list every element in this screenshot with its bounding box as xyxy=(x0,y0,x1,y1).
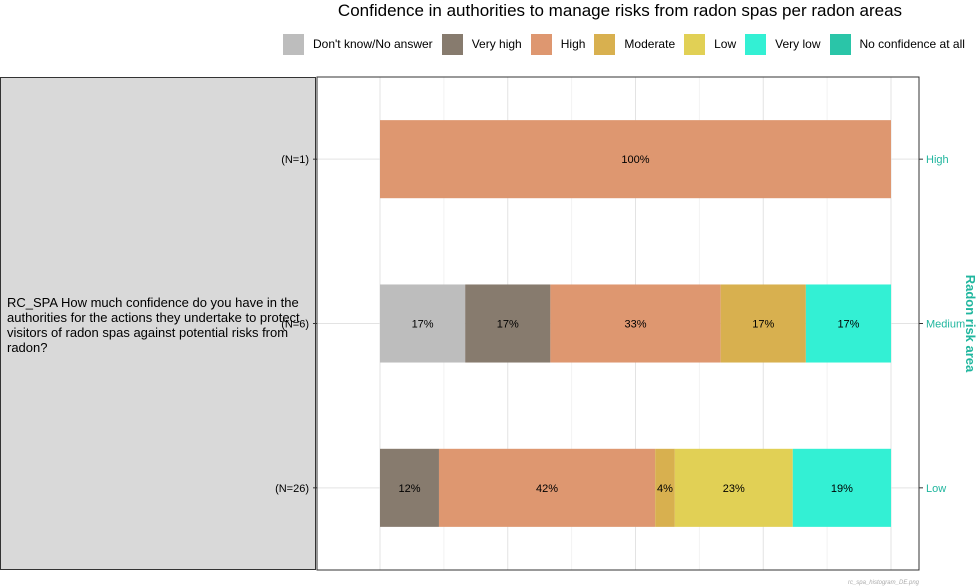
bar-segment-high xyxy=(438,448,656,527)
legend-item-don-t-know-no-answer: Don't know/No answer xyxy=(283,33,433,55)
legend-swatch xyxy=(829,33,851,55)
legend-item-very-high: Very high xyxy=(441,33,522,55)
data-label: 23% xyxy=(723,483,745,495)
data-label: 4% xyxy=(657,483,673,495)
data-label: 17% xyxy=(837,319,859,331)
left-tick-label: (N=26) xyxy=(275,483,309,495)
bar-segment-very-low xyxy=(792,448,892,527)
data-label: 100% xyxy=(621,154,649,166)
bar-segment-very-high xyxy=(465,284,551,363)
footer-filename: rc_spa_histogram_DE.png xyxy=(847,580,919,586)
data-label: 19% xyxy=(831,483,853,495)
bar-segment-low xyxy=(674,448,793,527)
legend-swatch xyxy=(745,33,767,55)
data-label: 17% xyxy=(412,319,434,331)
facet-strip: RC_SPA How much confidence do you have i… xyxy=(0,77,316,570)
legend-label: Very low xyxy=(775,37,821,51)
legend: Don't know/No answer Very high High Moderat… xyxy=(283,33,974,55)
legend-swatch xyxy=(594,33,616,55)
legend-item-high: High xyxy=(530,33,586,55)
legend-item-very-low: Very low xyxy=(745,33,821,55)
legend-item-no-confidence-at-all: No confidence at all xyxy=(829,33,965,55)
legend-swatch xyxy=(530,33,552,55)
facet-label: RC_SPA How much confidence do you have i… xyxy=(7,295,300,355)
legend-label: Don't know/No answer xyxy=(313,37,433,51)
legend-item-low: Low xyxy=(684,33,737,55)
right-tick-label: Medium xyxy=(926,319,965,331)
legend-label: No confidence at all xyxy=(859,37,965,51)
right-axis-title: Radon risk area xyxy=(963,275,978,373)
right-tick-label: High xyxy=(926,154,949,166)
data-label: 42% xyxy=(536,483,558,495)
legend-swatch xyxy=(441,33,463,55)
right-tick-label: Low xyxy=(926,483,946,495)
legend-swatch xyxy=(684,33,706,55)
bar-segment-high xyxy=(380,120,891,199)
data-label: 17% xyxy=(752,319,774,331)
chart-title: Confidence in authorities to manage risk… xyxy=(337,1,903,20)
data-label: 33% xyxy=(625,319,647,331)
legend-swatch xyxy=(283,33,304,55)
legend-label: High xyxy=(560,37,586,51)
bar-segment-moderate xyxy=(720,284,806,363)
legend-label: Moderate xyxy=(624,37,676,51)
panel-border xyxy=(316,76,920,571)
bar-segment-don-t-know-no-answer xyxy=(380,284,466,363)
legend-label: Low xyxy=(714,37,737,51)
bar-segment-very-low xyxy=(805,284,892,363)
data-label: 17% xyxy=(497,319,519,331)
legend-label: Very high xyxy=(471,37,522,51)
bar-segment-high xyxy=(550,284,721,363)
left-tick-label: (N=6) xyxy=(281,319,309,331)
bar-segment-moderate xyxy=(655,448,675,527)
left-tick-label: (N=1) xyxy=(281,154,309,166)
data-label: 12% xyxy=(398,483,420,495)
legend-item-moderate: Moderate xyxy=(594,33,676,55)
bar-segment-very-high xyxy=(380,448,439,527)
